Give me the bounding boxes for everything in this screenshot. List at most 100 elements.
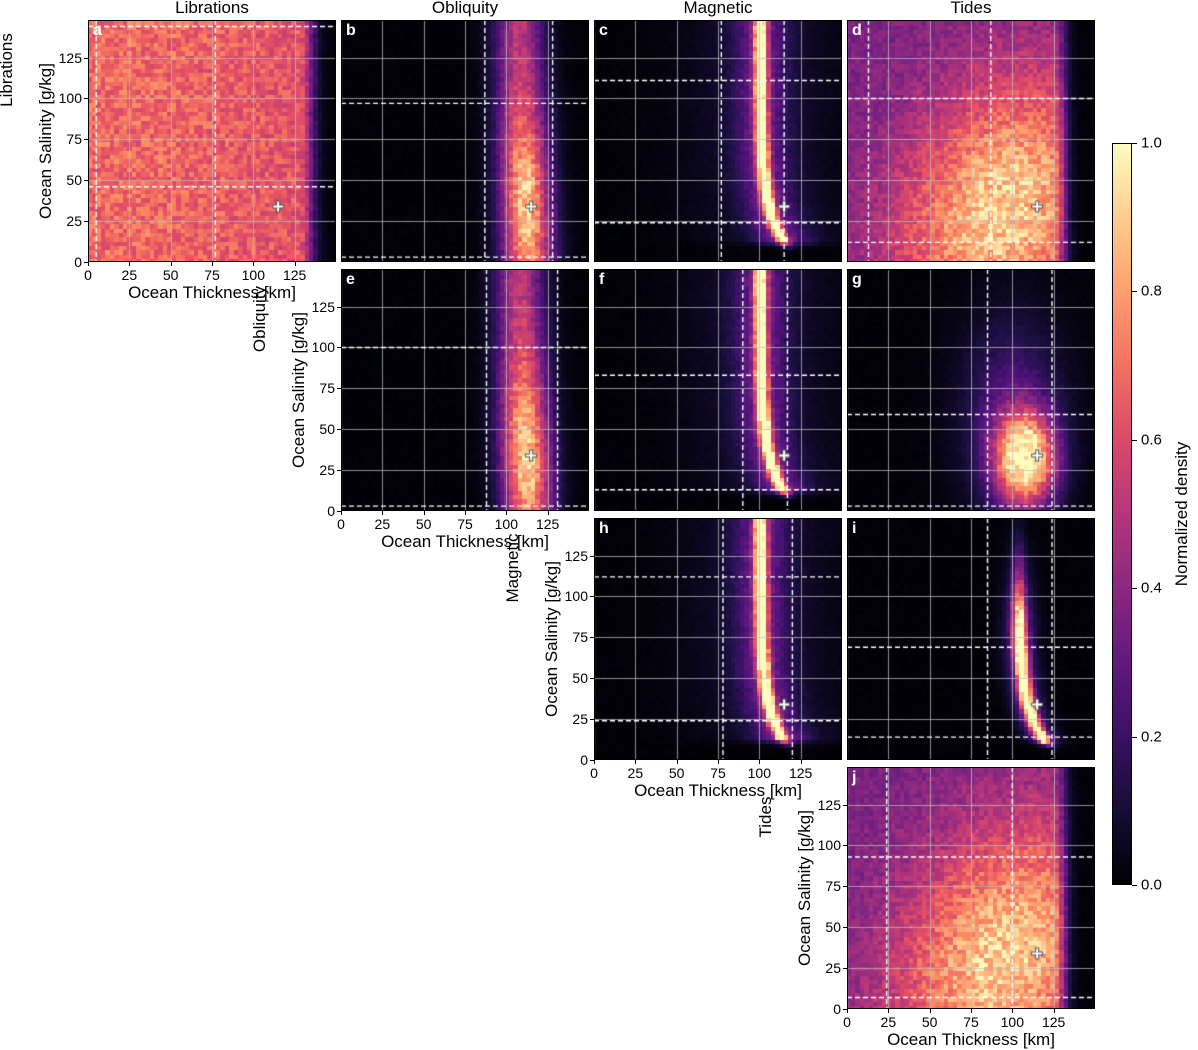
colorbar-tick-label: 0.2 (1141, 728, 1162, 746)
colorbar-tickmark (1132, 736, 1137, 738)
colorbar (1112, 143, 1132, 885)
colorbar-tickmark (1132, 439, 1137, 441)
x-tickmark (759, 760, 761, 764)
x-tickmark (676, 760, 678, 764)
x-tick-label: 25 (627, 765, 644, 781)
x-tickmark (1053, 1009, 1055, 1013)
heatmap-canvas-a (88, 20, 336, 262)
panel-b: b (341, 20, 589, 262)
y-tickmark (590, 555, 594, 557)
x-tickmark (212, 262, 213, 266)
x-tick-label: 100 (1000, 1014, 1025, 1030)
colorbar-tickmark (1132, 143, 1137, 144)
row-label-librations: Librations (0, 33, 16, 107)
x-tickmark (253, 262, 255, 266)
y-tick-label: 75 (572, 629, 588, 646)
x-tickmark (382, 511, 384, 515)
x-tick-label: 100 (494, 516, 519, 532)
y-tick-label: 50 (319, 421, 335, 438)
x-tick-label: 0 (84, 267, 92, 283)
y-tick-label: 50 (66, 172, 82, 189)
y-tickmark (337, 306, 341, 308)
y-tick-label: 75 (319, 380, 335, 397)
y-axis-label: Ocean Salinity [g/kg] (795, 810, 814, 966)
y-tickmark (590, 637, 594, 639)
panel-letter-d: d (852, 22, 862, 39)
y-tick-label: 25 (66, 213, 82, 230)
y-tickmark (337, 470, 341, 472)
y-tickmark (337, 347, 341, 349)
y-tick-label: 125 (58, 49, 82, 66)
y-tickmark (843, 845, 847, 847)
panel-j: j (847, 767, 1095, 1009)
x-tickmark (294, 262, 296, 266)
panel-letter-h: h (599, 520, 609, 537)
y-tickmark (590, 678, 594, 680)
heatmap-canvas-i (847, 518, 1095, 760)
y-tickmark (843, 927, 847, 929)
y-tick-label: 25 (572, 711, 588, 728)
y-axis-label: Ocean Salinity [g/kg] (36, 63, 55, 219)
panel-letter-f: f (599, 271, 605, 288)
colorbar-tick-label: 0.0 (1141, 876, 1162, 894)
y-tick-label: 100 (817, 837, 841, 854)
panel-g: g (847, 269, 1095, 511)
y-tickmark (337, 388, 341, 390)
y-tick-label: 75 (825, 878, 841, 895)
panel-letter-e: e (346, 271, 355, 288)
panel-i: i (847, 518, 1095, 760)
y-tickmark (590, 719, 594, 721)
x-tickmark (547, 511, 549, 515)
panel-letter-g: g (852, 271, 862, 288)
row-label-magnetic: Magnetic (503, 533, 522, 603)
y-tick-label: 0 (327, 503, 335, 519)
y-axis-label: Ocean Salinity [g/kg] (289, 312, 308, 468)
y-tick-label: 0 (74, 254, 82, 270)
x-tick-label: 100 (241, 267, 266, 283)
y-tickmark (843, 968, 847, 970)
column-title-tides: Tides (950, 0, 992, 17)
x-tick-label: 125 (1041, 1014, 1066, 1030)
x-tickmark (718, 760, 719, 764)
heatmap-canvas-j (847, 767, 1095, 1009)
y-tick-label: 25 (319, 462, 335, 479)
panel-f: f (594, 269, 842, 511)
x-axis-label: Ocean Thickness [km] (381, 532, 549, 551)
y-axis-label: Ocean Salinity [g/kg] (542, 561, 561, 717)
x-tickmark (170, 262, 172, 266)
y-tick-label: 25 (825, 960, 841, 977)
y-tickmark (84, 221, 88, 223)
panel-e: e (341, 269, 589, 511)
panel-letter-a: a (93, 22, 102, 39)
heatmap-canvas-e (341, 269, 589, 511)
x-tick-label: 0 (843, 1014, 851, 1030)
x-tick-label: 125 (535, 516, 560, 532)
heatmap-canvas-c (594, 20, 842, 262)
column-title-magnetic: Magnetic (683, 0, 753, 17)
x-tickmark (594, 760, 595, 764)
x-tickmark (423, 511, 425, 515)
x-tickmark (971, 1009, 972, 1013)
y-tickmark (590, 760, 594, 761)
x-tick-label: 50 (162, 267, 179, 283)
x-tick-label: 0 (337, 516, 345, 532)
x-tickmark (341, 511, 342, 515)
x-tick-label: 25 (121, 267, 138, 283)
panel-h: h (594, 518, 842, 760)
x-tick-label: 50 (668, 765, 685, 781)
x-tick-label: 125 (282, 267, 307, 283)
y-tick-label: 50 (825, 919, 841, 936)
y-tickmark (337, 429, 341, 431)
y-tick-label: 125 (564, 547, 588, 564)
x-tickmark (929, 1009, 931, 1013)
y-tick-label: 125 (311, 298, 335, 315)
x-tickmark (465, 511, 466, 515)
y-tick-label: 75 (66, 131, 82, 148)
x-tickmark (800, 760, 802, 764)
heatmap-canvas-h (594, 518, 842, 760)
heatmap-canvas-d (847, 20, 1095, 262)
y-tick-label: 125 (817, 796, 841, 813)
x-tickmark (88, 262, 89, 266)
y-tick-label: 100 (58, 90, 82, 107)
